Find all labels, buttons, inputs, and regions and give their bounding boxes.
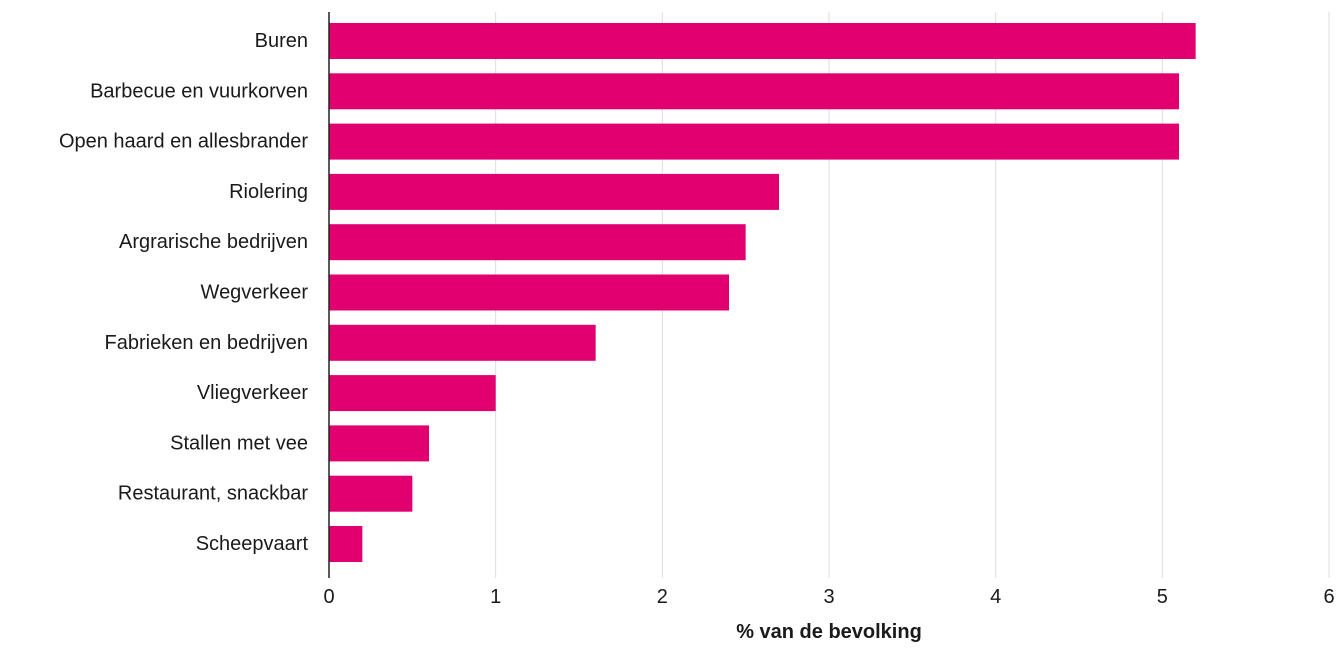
category-label: Vliegverkeer xyxy=(197,382,309,404)
category-label: Fabrieken en bedrijven xyxy=(105,332,308,354)
category-label: Stallen met vee xyxy=(170,432,308,454)
category-label: Scheepvaart xyxy=(196,533,309,555)
x-tick-label: 0 xyxy=(323,586,334,608)
x-tick-label: 6 xyxy=(1323,586,1334,608)
category-labels: Buren Barbecue en vuurkorven Open haard en… xyxy=(59,30,309,555)
x-tick-label: 1 xyxy=(490,586,501,608)
bar xyxy=(329,526,363,562)
category-label: Barbecue en vuurkorven xyxy=(90,80,308,102)
category-label: Riolering xyxy=(229,181,308,203)
bar xyxy=(329,224,746,261)
x-tick-label: 2 xyxy=(657,586,668,608)
category-label: Restaurant, snackbar xyxy=(118,483,308,505)
x-tick-labels: 0 1 2 3 4 5 6 xyxy=(323,586,1334,608)
x-tick-label: 3 xyxy=(823,586,834,608)
category-label: Open haard en allesbrander xyxy=(59,131,308,153)
category-label: Argrarische bedrijven xyxy=(119,231,308,253)
bar xyxy=(329,23,1196,59)
bar xyxy=(329,173,779,210)
category-label: Buren xyxy=(255,30,308,52)
category-label: Wegverkeer xyxy=(201,282,309,304)
x-axis-title: % van de bevolking xyxy=(736,621,922,643)
x-tick-label: 5 xyxy=(1157,586,1168,608)
bar xyxy=(329,324,596,361)
bars xyxy=(329,23,1196,562)
bar xyxy=(329,425,429,462)
bar xyxy=(329,73,1179,110)
x-tick-label: 4 xyxy=(990,586,1001,608)
bar xyxy=(329,274,729,311)
bar xyxy=(329,123,1179,160)
bar xyxy=(329,375,496,412)
bar xyxy=(329,475,413,512)
